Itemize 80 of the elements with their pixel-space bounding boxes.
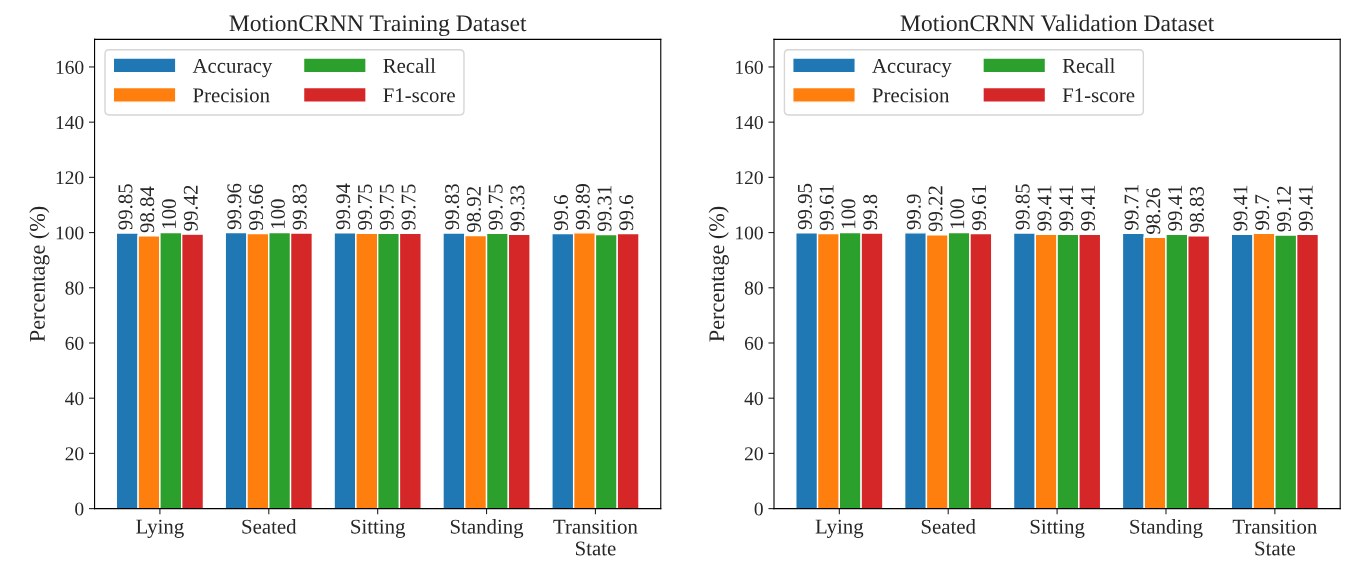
data-label: 99.41 xyxy=(1080,185,1096,231)
data-label: 100 xyxy=(270,199,285,228)
y-tick-label: 0 xyxy=(75,502,84,516)
data-label: 99.75 xyxy=(488,184,503,230)
data-label: 99.75 xyxy=(357,184,373,230)
data-label: 99.85 xyxy=(118,184,133,230)
y-tick-label: 140 xyxy=(56,115,84,130)
y-tick-label: 100 xyxy=(736,226,763,240)
x-tick-label: Transition State xyxy=(1232,519,1317,556)
y-tick-label: 80 xyxy=(65,281,84,295)
data-label: 99.9 xyxy=(906,194,921,230)
data-label: 100 xyxy=(950,199,965,228)
data-label: 99.61 xyxy=(819,185,834,231)
y-tick-label: 40 xyxy=(65,392,84,406)
data-label: 99.7 xyxy=(1255,194,1270,230)
y-tick-label: 40 xyxy=(744,392,763,406)
x-tick-label: Seated xyxy=(921,519,976,534)
data-label: 99.75 xyxy=(401,184,416,230)
data-label: 99.31 xyxy=(597,186,612,232)
data-label: 99.95 xyxy=(797,183,812,230)
chart-title: MotionCRNN Training Dataset xyxy=(229,15,527,37)
data-label: 99.75 xyxy=(379,184,394,230)
data-label: 99.41 xyxy=(1233,185,1248,231)
data-label: 99.41 xyxy=(1059,185,1074,231)
data-label: 98.83 xyxy=(1189,186,1204,233)
y-tick-label: 20 xyxy=(744,447,763,461)
data-label: 99.41 xyxy=(1037,185,1052,231)
data-label: 99.12 xyxy=(1276,186,1292,232)
y-axis-title: Percentage (%) xyxy=(708,206,729,342)
legend-label: Recall xyxy=(383,58,436,73)
data-label: 99.6 xyxy=(553,195,569,231)
chart-title: MotionCRNN Validation Dataset xyxy=(900,14,1215,32)
data-label: 100 xyxy=(161,199,176,228)
y-tick-label: 120 xyxy=(56,171,84,185)
legend-label: Accuracy xyxy=(872,58,952,78)
x-tick-label: Sitting xyxy=(1030,519,1085,538)
data-label: 99.83 xyxy=(445,184,460,230)
y-tick-label: 80 xyxy=(744,281,763,295)
legend-label: Recall xyxy=(1062,58,1115,73)
data-label: 99.96 xyxy=(227,183,242,230)
y-tick-label: 100 xyxy=(56,226,84,240)
data-label: 99.8 xyxy=(863,194,878,230)
y-tick-label: 20 xyxy=(65,447,84,461)
data-label: 99.42 xyxy=(183,185,198,231)
y-tick-label: 60 xyxy=(744,336,763,350)
data-label: 98.92 xyxy=(466,187,481,233)
legend-label: Precision xyxy=(193,88,270,103)
data-label: 99.89 xyxy=(575,184,590,230)
y-tick-label: 140 xyxy=(736,115,763,130)
data-label: 99.66 xyxy=(249,184,264,231)
y-tick-label: 160 xyxy=(736,60,763,74)
y-tick-label: 60 xyxy=(65,336,84,350)
x-tick-label: Lying xyxy=(136,519,184,538)
data-label: 99.83 xyxy=(292,184,307,230)
x-tick-label: Sitting xyxy=(351,519,406,538)
legend-label: F1-score xyxy=(1062,88,1135,103)
data-label: 99.85 xyxy=(1015,184,1030,230)
data-label: 98.84 xyxy=(140,186,155,233)
legend-label: Precision xyxy=(872,88,950,103)
data-label: 98.26 xyxy=(1146,188,1161,234)
data-label: 99.61 xyxy=(972,185,987,231)
data-label: 99.41 xyxy=(1168,185,1183,231)
data-label: 99.94 xyxy=(336,183,351,230)
data-label: 99.6 xyxy=(619,195,634,231)
x-tick-label: Seated xyxy=(242,519,297,534)
data-label: 100 xyxy=(841,199,856,228)
data-label: 99.22 xyxy=(928,186,943,232)
data-label: 99.33 xyxy=(510,185,525,231)
legend-label: F1-score xyxy=(383,88,455,103)
x-tick-label: Standing xyxy=(1130,519,1203,538)
legend-label: Accuracy xyxy=(192,58,273,78)
y-tick-label: 160 xyxy=(56,60,84,74)
data-label: 99.41 xyxy=(1298,185,1313,231)
x-tick-label: Transition State xyxy=(553,519,638,556)
x-tick-label: Lying xyxy=(815,519,864,538)
data-label: 99.71 xyxy=(1124,184,1139,230)
y-axis-title: Percentage (%) xyxy=(29,206,50,342)
x-tick-label: Standing xyxy=(450,519,524,538)
y-tick-label: 0 xyxy=(754,502,763,516)
y-tick-label: 120 xyxy=(736,171,763,185)
